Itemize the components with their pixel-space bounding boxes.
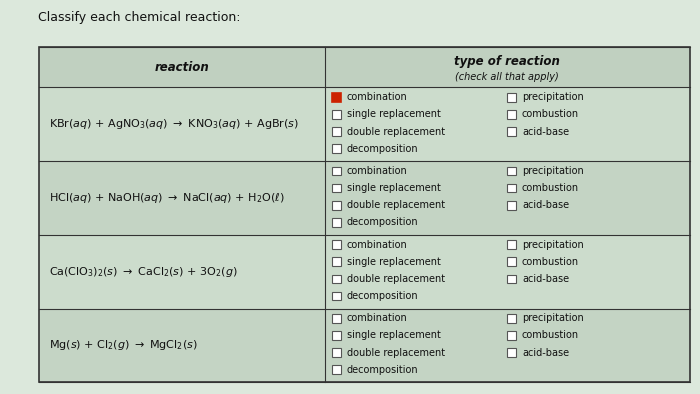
Text: decomposition: decomposition bbox=[346, 217, 419, 227]
Bar bbox=[332, 167, 341, 175]
Text: single replacement: single replacement bbox=[346, 110, 440, 119]
Bar bbox=[508, 314, 517, 323]
Text: decomposition: decomposition bbox=[346, 365, 419, 375]
Bar bbox=[38, 47, 690, 382]
Bar bbox=[332, 218, 341, 227]
Text: acid-base: acid-base bbox=[522, 126, 569, 137]
Text: precipitation: precipitation bbox=[522, 313, 584, 323]
Text: single replacement: single replacement bbox=[346, 331, 440, 340]
Bar bbox=[332, 240, 341, 249]
Text: combustion: combustion bbox=[522, 110, 579, 119]
Text: combustion: combustion bbox=[522, 183, 579, 193]
Text: combustion: combustion bbox=[522, 257, 579, 267]
Text: combination: combination bbox=[346, 92, 407, 102]
Text: HCl$(aq)$ + NaOH$(aq)$ $\rightarrow$ NaCl$(aq)$ + H$_2$O$(\ell)$: HCl$(aq)$ + NaOH$(aq)$ $\rightarrow$ NaC… bbox=[49, 191, 284, 205]
Text: (check all that apply): (check all that apply) bbox=[455, 72, 559, 82]
Bar bbox=[508, 275, 517, 283]
Text: double replacement: double replacement bbox=[346, 348, 444, 358]
Text: Ca$(\mathrm{ClO}_3)_2$$(s)$ $\rightarrow$ CaCl$_2$$(s)$ + 3O$_2$$(g)$: Ca$(\mathrm{ClO}_3)_2$$(s)$ $\rightarrow… bbox=[49, 265, 237, 279]
Bar bbox=[332, 257, 341, 266]
Bar bbox=[332, 314, 341, 323]
Bar bbox=[508, 127, 517, 136]
Bar bbox=[38, 47, 690, 87]
Text: combination: combination bbox=[346, 313, 407, 323]
Bar bbox=[508, 201, 517, 210]
Text: Mg$(s)$ + Cl$_2$$(g)$ $\rightarrow$ MgCl$_2$$(s)$: Mg$(s)$ + Cl$_2$$(g)$ $\rightarrow$ MgCl… bbox=[49, 338, 197, 352]
Bar bbox=[508, 93, 517, 102]
Text: combination: combination bbox=[346, 166, 407, 176]
Bar bbox=[508, 348, 517, 357]
Text: combination: combination bbox=[346, 240, 407, 250]
Bar bbox=[38, 47, 690, 382]
Bar bbox=[38, 87, 690, 161]
Text: combustion: combustion bbox=[522, 331, 579, 340]
Text: precipitation: precipitation bbox=[522, 240, 584, 250]
Text: double replacement: double replacement bbox=[346, 126, 444, 137]
Bar bbox=[508, 167, 517, 175]
Bar bbox=[332, 365, 341, 374]
Bar bbox=[332, 275, 341, 283]
Text: single replacement: single replacement bbox=[346, 183, 440, 193]
Text: double replacement: double replacement bbox=[346, 274, 444, 284]
Bar bbox=[332, 93, 341, 102]
Bar bbox=[508, 184, 517, 192]
Text: KBr$(aq)$ + AgNO$_3$$(aq)$ $\rightarrow$ KNO$_3$$(aq)$ + AgBr$(s)$: KBr$(aq)$ + AgNO$_3$$(aq)$ $\rightarrow$… bbox=[49, 117, 299, 131]
Bar bbox=[508, 110, 517, 119]
Text: acid-base: acid-base bbox=[522, 348, 569, 358]
Text: Classify each chemical reaction:: Classify each chemical reaction: bbox=[38, 11, 241, 24]
Bar bbox=[332, 127, 341, 136]
Bar bbox=[332, 331, 341, 340]
Bar bbox=[332, 144, 341, 153]
Text: precipitation: precipitation bbox=[522, 166, 584, 176]
Bar bbox=[332, 110, 341, 119]
Text: acid-base: acid-base bbox=[522, 200, 569, 210]
Text: precipitation: precipitation bbox=[522, 92, 584, 102]
Bar bbox=[332, 292, 341, 300]
Bar bbox=[508, 240, 517, 249]
Bar bbox=[38, 309, 690, 382]
Text: double replacement: double replacement bbox=[346, 200, 444, 210]
Text: reaction: reaction bbox=[154, 61, 209, 74]
Bar bbox=[332, 184, 341, 192]
Bar bbox=[508, 257, 517, 266]
Bar bbox=[508, 331, 517, 340]
Text: decomposition: decomposition bbox=[346, 291, 419, 301]
Bar bbox=[38, 161, 690, 235]
Bar bbox=[332, 201, 341, 210]
Text: single replacement: single replacement bbox=[346, 257, 440, 267]
Text: acid-base: acid-base bbox=[522, 274, 569, 284]
Text: type of reaction: type of reaction bbox=[454, 55, 560, 68]
Bar bbox=[332, 348, 341, 357]
Bar bbox=[38, 235, 690, 309]
Text: decomposition: decomposition bbox=[346, 144, 419, 154]
